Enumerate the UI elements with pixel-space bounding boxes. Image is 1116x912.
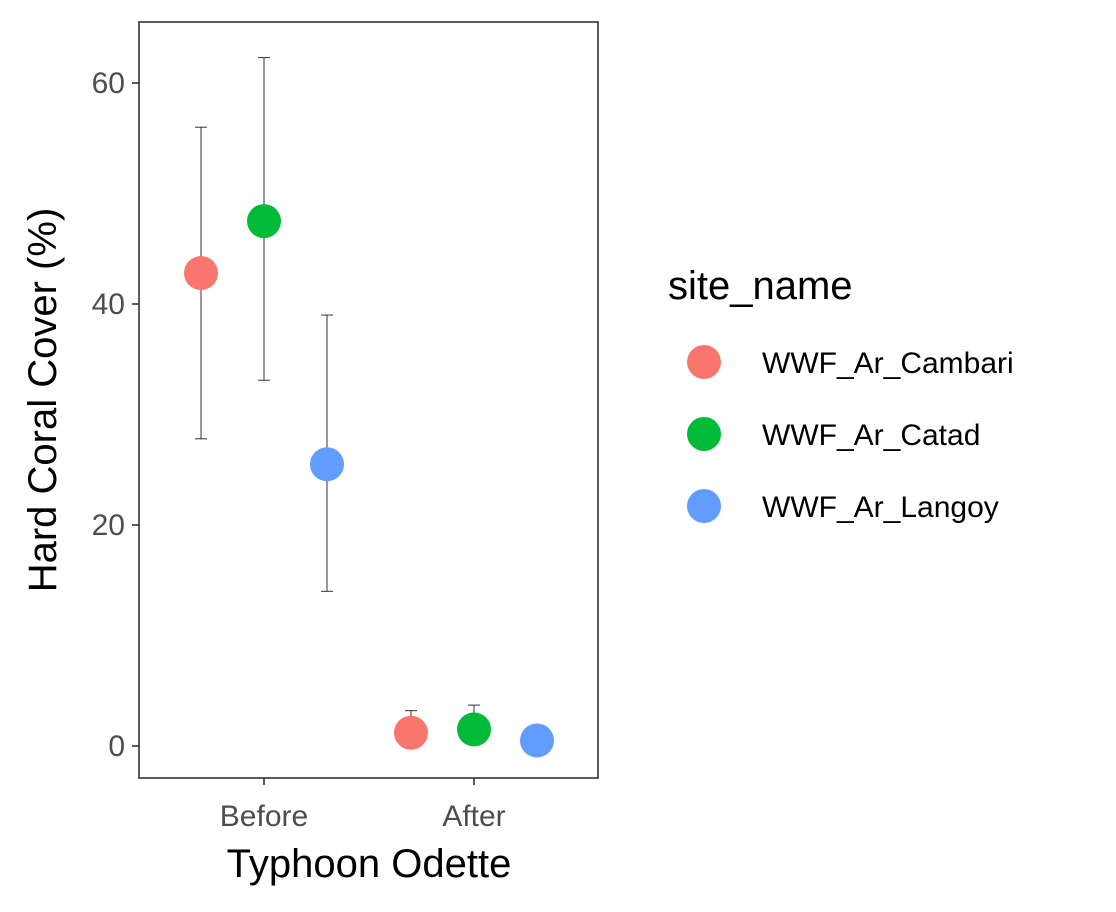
y-axis-title: Hard Coral Cover (%) [21,208,65,593]
data-point [520,723,554,758]
data-point [394,715,428,750]
plot-panel-border [138,21,599,779]
y-tick-label: 60 [92,67,125,100]
x-tick-label: After [442,800,505,833]
data-point [247,204,281,239]
y-axis: 0 20 40 60 [92,67,139,763]
x-tick-label: Before [220,800,308,833]
data-point [184,256,218,291]
legend-key [687,345,721,379]
legend-label: WWF_Ar_Langoy [762,491,999,524]
legend: site_name WWF_Ar_Cambari WWF_Ar_Catad WWF_… [668,264,1014,524]
legend-key [687,489,721,523]
data-points [184,204,554,758]
y-tick-label: 20 [92,509,125,542]
x-axis: Before After [220,778,506,833]
legend-label: WWF_Ar_Catad [762,419,980,452]
legend-key [687,417,721,451]
legend-label: WWF_Ar_Cambari [762,347,1014,380]
y-tick-label: 0 [108,730,125,763]
data-point [457,712,491,747]
y-tick-label: 40 [92,288,125,321]
x-axis-title: Typhoon Odette [227,842,512,886]
legend-title: site_name [668,264,853,308]
data-point [310,447,344,482]
